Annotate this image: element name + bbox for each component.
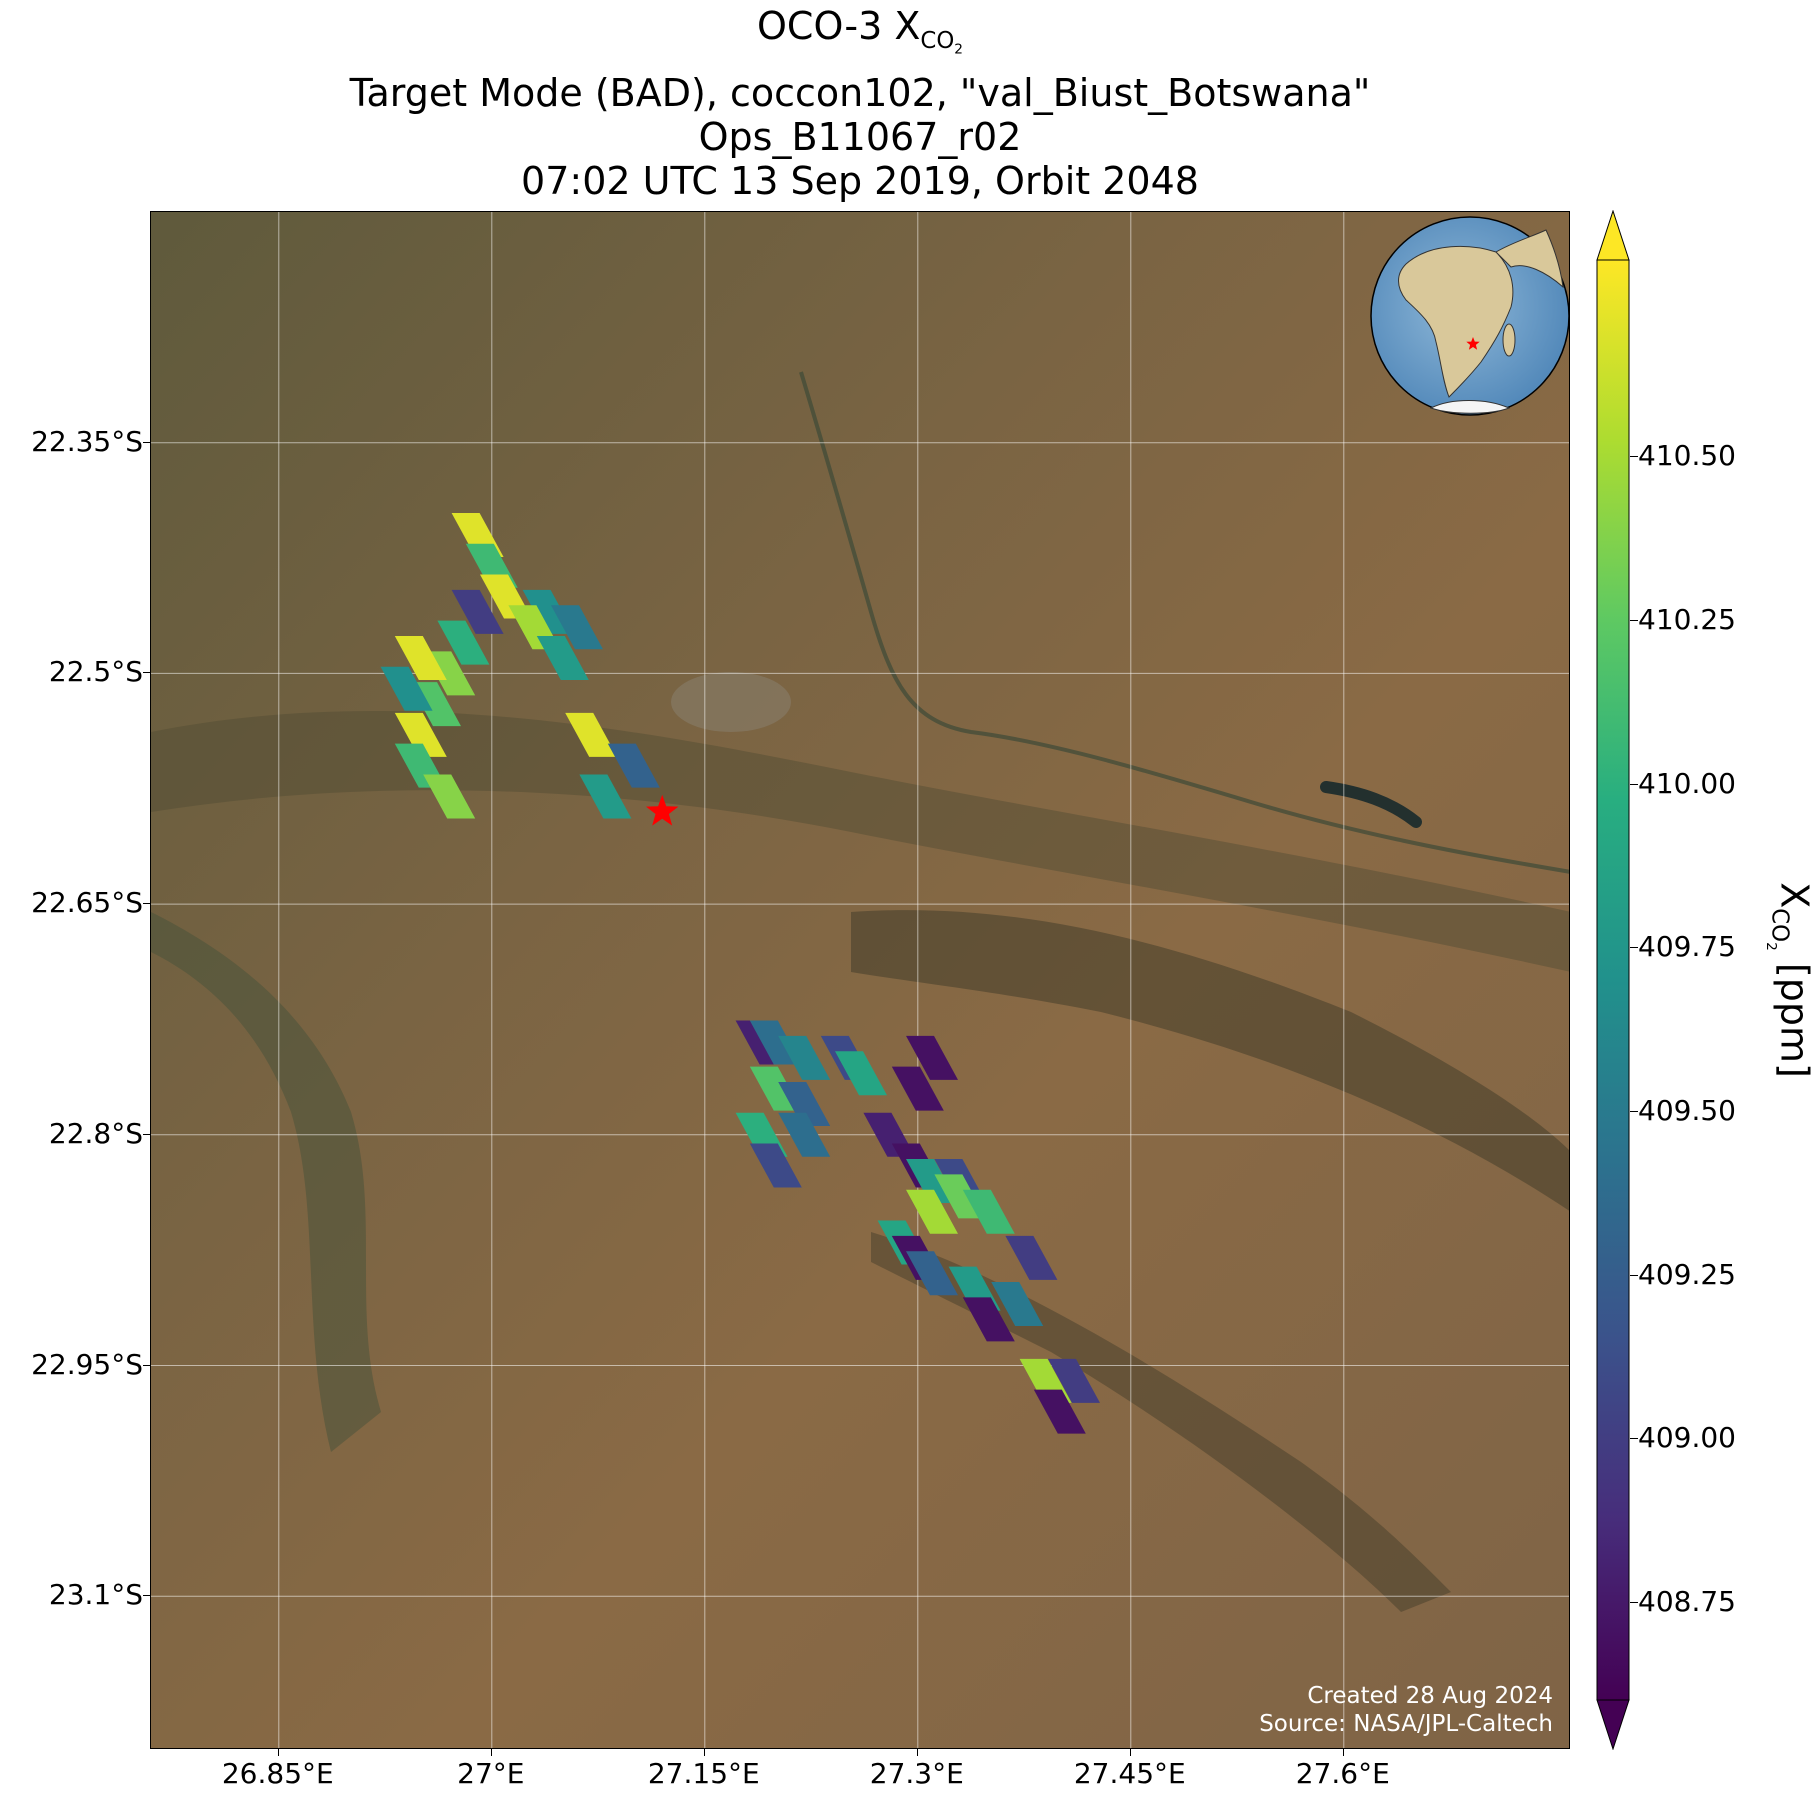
sounding xyxy=(607,743,660,788)
colorbar-tick-label: 410.25 xyxy=(1638,603,1736,636)
colorbar-tick-label: 408.75 xyxy=(1638,1584,1736,1618)
colorbar-tick-mark xyxy=(1630,1601,1638,1603)
lon-tick-label: 27°E xyxy=(457,1757,525,1790)
colorbar-tick-mark xyxy=(1630,1438,1638,1440)
lat-tick-mark xyxy=(143,1133,150,1135)
sounding xyxy=(1005,1235,1058,1280)
colorbar-tick-label: 410.50 xyxy=(1638,439,1736,473)
colorbar-tick-mark xyxy=(1630,620,1638,621)
terrain-features xyxy=(151,371,1569,1612)
title-line-4: 07:02 UTC 13 Sep 2019, Orbit 2048 xyxy=(521,159,1199,204)
title-line-2: Target Mode (BAD), coccon102, "val_Biust… xyxy=(349,71,1371,116)
globe-antarctica xyxy=(1429,400,1511,414)
sounding xyxy=(778,1112,831,1157)
colorbar-extend-max xyxy=(1596,210,1630,261)
sounding xyxy=(749,1143,802,1188)
sounding xyxy=(906,1189,958,1234)
globe-madagascar xyxy=(1502,323,1516,357)
lat-tick-mark xyxy=(143,1595,150,1597)
xco2-soundings xyxy=(380,512,1100,1434)
sounding xyxy=(380,666,433,711)
target-star xyxy=(646,794,679,826)
lat-tick-label: 22.8°S xyxy=(48,1116,143,1150)
sounding xyxy=(551,605,603,650)
lon-tick-label: 27.15°E xyxy=(647,1757,760,1790)
sounding xyxy=(962,1189,1015,1234)
sounding xyxy=(536,636,589,681)
globe-target-star xyxy=(1466,337,1480,350)
lat-tick-mark xyxy=(143,441,150,443)
sounding xyxy=(962,1297,1015,1342)
globe-inset xyxy=(1370,216,1569,416)
colorbar-tick-mark xyxy=(1630,947,1638,949)
colorbar-tick-label: 409.50 xyxy=(1638,1093,1736,1127)
colorbar-tick-mark xyxy=(1630,456,1638,458)
lat-tick-label: 22.35°S xyxy=(31,424,143,458)
lon-tick-label: 27.45°E xyxy=(1073,1757,1186,1790)
lat-tick-label: 22.95°S xyxy=(31,1347,143,1381)
sounding xyxy=(394,636,447,681)
lon-tick-label: 26.85°E xyxy=(221,1757,334,1790)
terrain-vegetation xyxy=(151,912,381,1452)
title-line-3: Ops_B11067_r02 xyxy=(698,115,1022,160)
reservoir xyxy=(1320,781,1422,828)
town-area xyxy=(671,672,791,732)
river xyxy=(799,371,1569,874)
colorbar-tick-label: 410.00 xyxy=(1638,766,1736,800)
lon-tick-mark xyxy=(1342,1749,1344,1756)
created-date: Created 28 Aug 2024 xyxy=(1307,1683,1553,1709)
lat-tick-mark xyxy=(143,903,150,905)
sounding xyxy=(579,774,632,819)
lon-tick-mark xyxy=(703,1749,705,1756)
lon-tick-mark xyxy=(1129,1749,1131,1756)
sounding xyxy=(394,712,447,757)
colorbar-ramp xyxy=(1596,259,1630,1701)
lat-tick-label: 23.1°S xyxy=(48,1578,143,1612)
sounding xyxy=(1033,1389,1086,1434)
credits: Created 28 Aug 2024 Source: NASA/JPL-Cal… xyxy=(1259,1682,1553,1738)
sounding xyxy=(1048,1358,1100,1403)
sounding xyxy=(565,712,618,757)
target-marker[interactable] xyxy=(646,794,679,826)
sounding xyxy=(778,1035,831,1080)
sounding xyxy=(835,1051,887,1096)
terrain-hills xyxy=(871,1232,1451,1612)
sounding xyxy=(906,1035,958,1080)
colorbar-tick-mark xyxy=(1630,1110,1638,1112)
lat-tick-mark xyxy=(143,672,150,674)
colorbar-extend-min xyxy=(1596,1699,1630,1750)
source-credit: Source: NASA/JPL-Caltech xyxy=(1259,1711,1553,1737)
sounding xyxy=(891,1066,944,1111)
colorbar-tick-label: 409.75 xyxy=(1638,930,1736,964)
lat-tick-label: 22.65°S xyxy=(31,886,143,920)
colorbar-tick-label: 409.00 xyxy=(1638,1421,1736,1455)
plot-title: OCO-3 XCO2 Target Mode (BAD), coccon102,… xyxy=(150,4,1570,203)
lon-tick-label: 27.6°E xyxy=(1295,1757,1390,1790)
sounding xyxy=(778,1082,831,1127)
lon-tick-mark xyxy=(277,1749,279,1756)
colorbar-tick-mark xyxy=(1630,783,1638,785)
map-panel[interactable]: Created 28 Aug 2024 Source: NASA/JPL-Cal… xyxy=(150,211,1570,1749)
lon-tick-label: 27.3°E xyxy=(869,1757,964,1790)
colorbar xyxy=(1596,210,1630,1750)
sounding xyxy=(906,1251,958,1296)
lon-tick-mark xyxy=(916,1749,918,1756)
title-line-1: OCO-3 XCO2 xyxy=(757,4,963,58)
colorbar-label: XCO2 [ppm] xyxy=(1763,882,1811,1078)
terrain-background xyxy=(151,212,1569,1748)
globe-arabia xyxy=(1495,229,1564,289)
lon-tick-mark xyxy=(490,1749,492,1756)
colorbar-tick-mark xyxy=(1630,1274,1638,1276)
sounding xyxy=(423,774,476,819)
lat-tick-label: 22.5°S xyxy=(48,655,143,689)
sounding xyxy=(451,589,504,634)
lat-tick-mark xyxy=(143,1364,150,1366)
sounding xyxy=(437,620,490,665)
sounding xyxy=(991,1281,1044,1326)
gridlines xyxy=(151,212,1569,1748)
map-svg xyxy=(151,212,1569,1748)
colorbar-tick-label: 409.25 xyxy=(1638,1257,1736,1291)
terrain-ridge xyxy=(151,711,1569,972)
terrain-escarpment xyxy=(851,910,1569,1211)
